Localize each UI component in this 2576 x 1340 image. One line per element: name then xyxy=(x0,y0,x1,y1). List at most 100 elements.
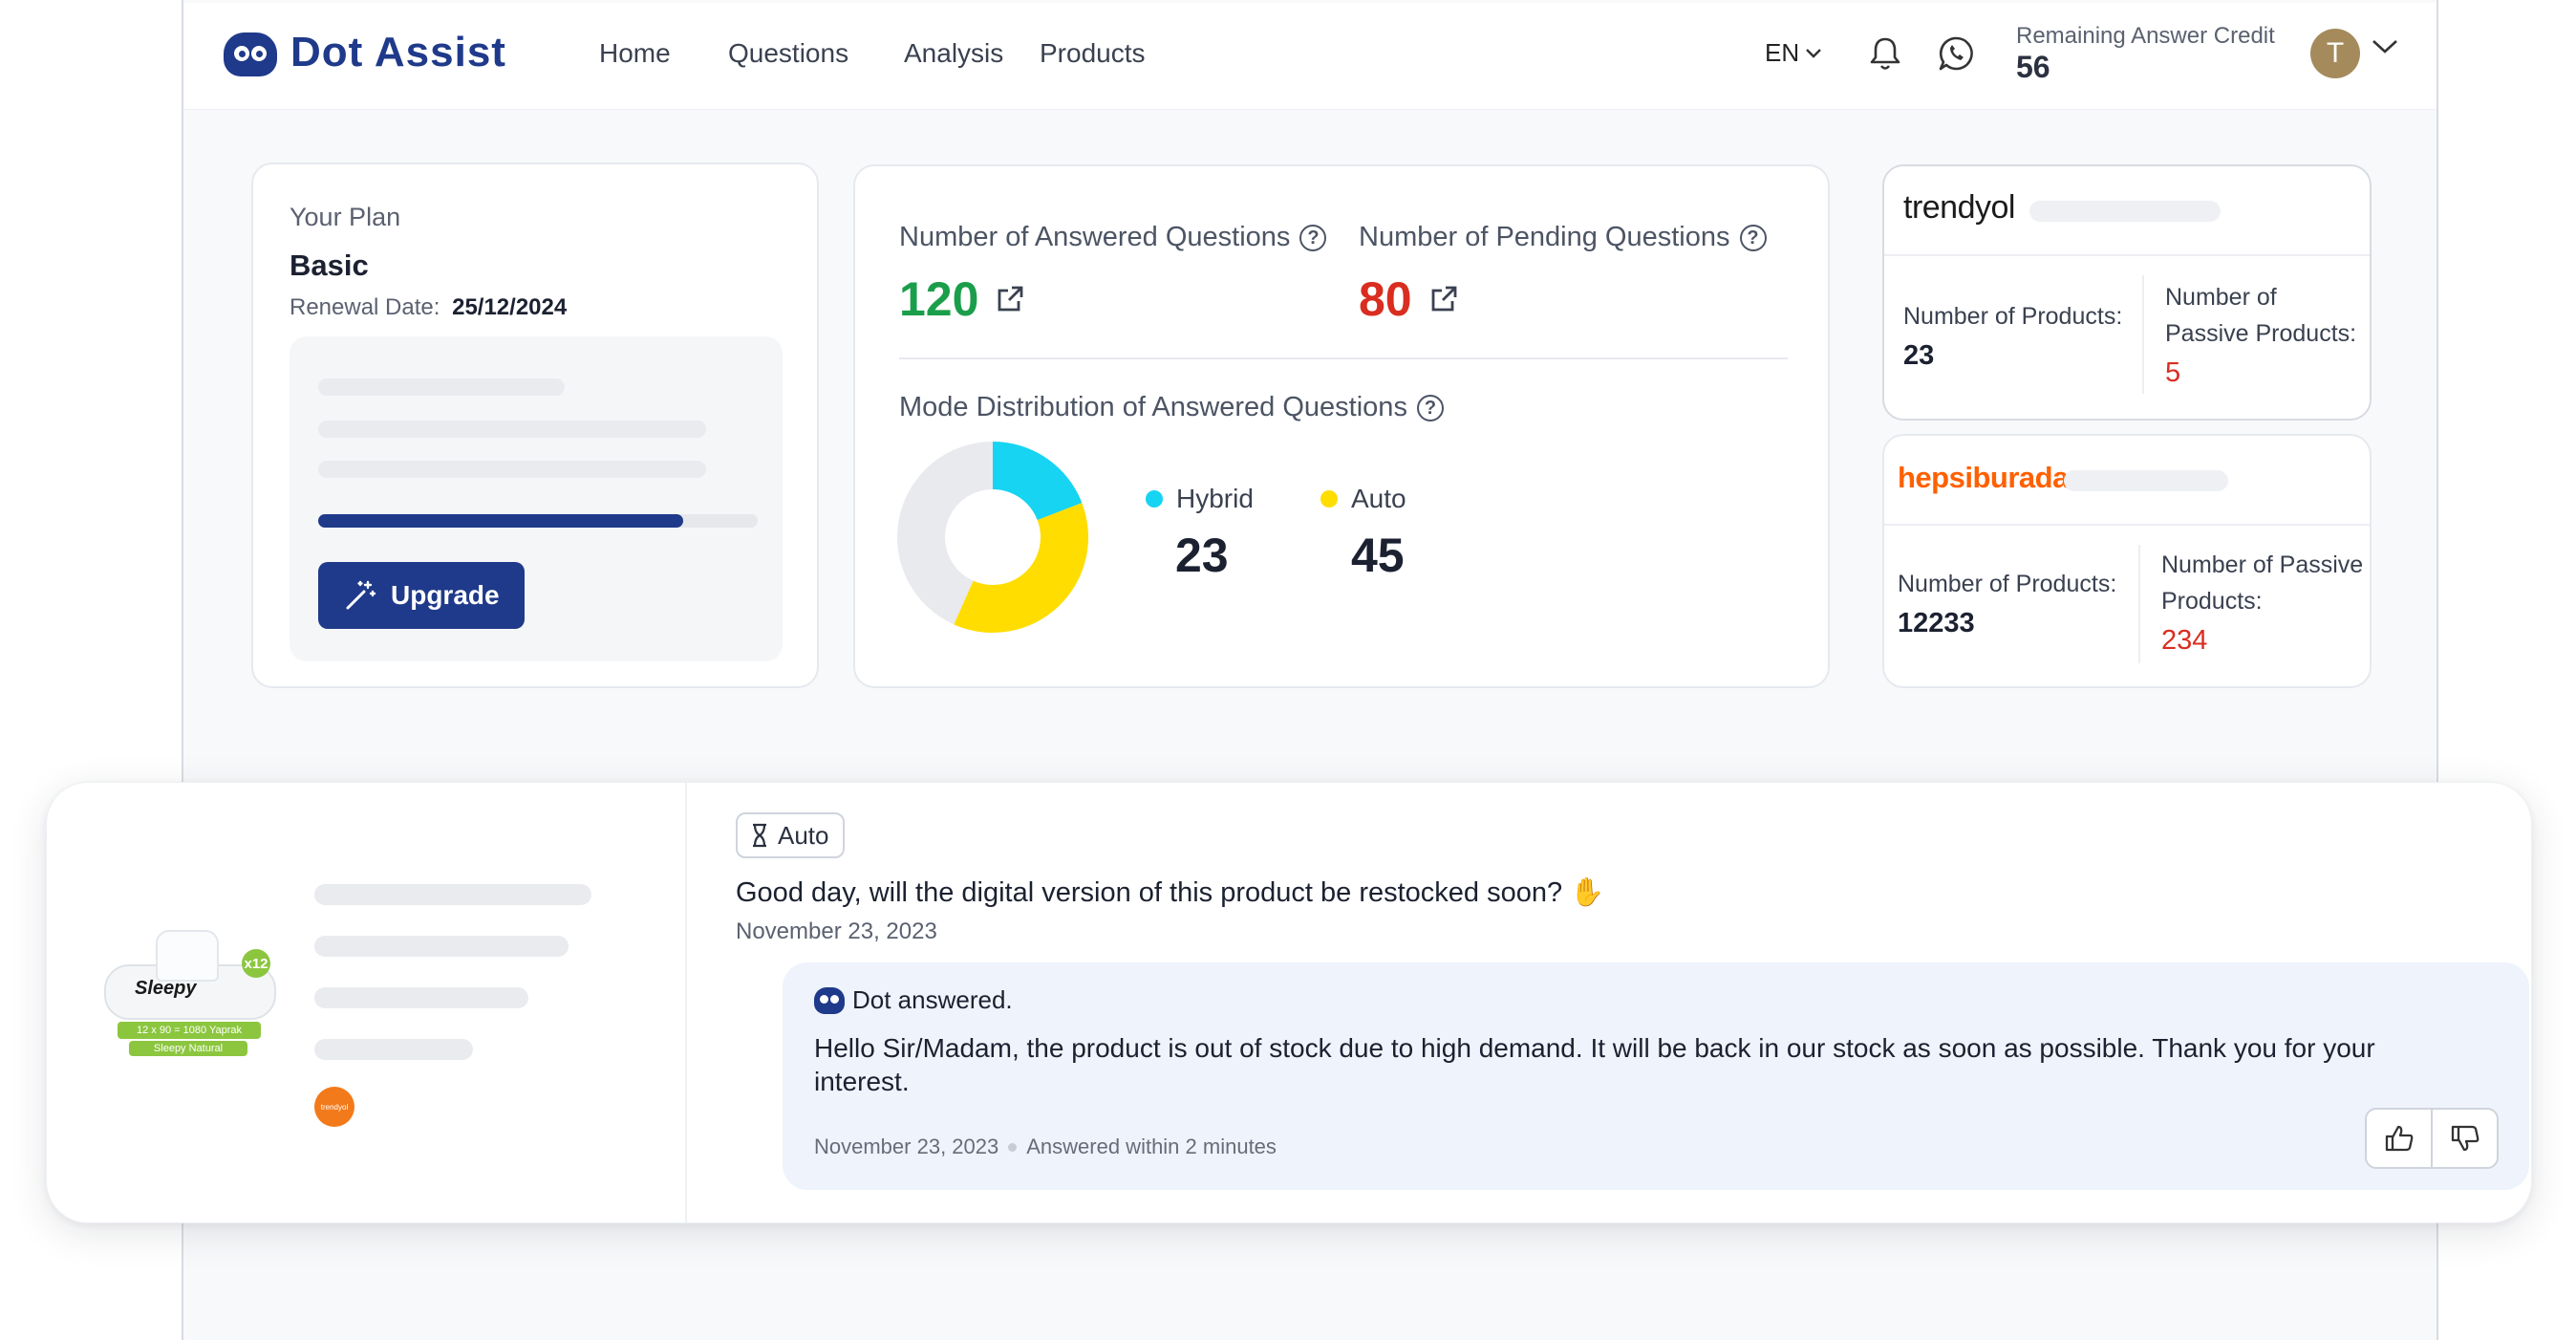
product-brand: Sleepy xyxy=(135,978,197,999)
skeleton-line xyxy=(314,1039,473,1060)
magic-wand-icon xyxy=(346,580,376,610)
divider xyxy=(899,357,1788,359)
top-navigation-bar xyxy=(183,3,2436,110)
raised-hand-emoji: ✋ xyxy=(1570,877,1605,908)
marketplace-card-trendyol[interactable]: trendyol Number of Products: 23 Number o… xyxy=(1882,164,2372,421)
passive-products-value: 234 xyxy=(2161,625,2208,656)
chevron-down-icon xyxy=(1806,48,1821,58)
trendyol-logo: trendyol xyxy=(1903,189,2015,226)
skeleton-line xyxy=(314,987,528,1008)
external-link-icon[interactable] xyxy=(996,285,1024,313)
answer-author-label: Dot answered. xyxy=(852,985,1013,1014)
thumbs-up-icon[interactable] xyxy=(2367,1110,2433,1167)
products-value: 12233 xyxy=(1898,608,1975,638)
products-label: Number of Products: xyxy=(1903,303,2123,330)
legend-dot-hybrid xyxy=(1146,490,1163,508)
bell-icon[interactable] xyxy=(1864,32,1906,75)
help-circle-icon[interactable]: ? xyxy=(1416,395,1444,422)
answer-date: November 23, 2023 xyxy=(814,1135,999,1158)
nav-products[interactable]: Products xyxy=(1040,38,1146,68)
nav-home[interactable]: Home xyxy=(599,38,671,68)
question-text: Good day, will the digital version of th… xyxy=(736,877,1563,908)
skeleton-line xyxy=(318,461,706,478)
answer-text: Hello Sir/Madam, the product is out of s… xyxy=(814,1033,2375,1096)
passive-products-label: Number of Passive Products: xyxy=(2165,284,2357,347)
donut-segment-remainder xyxy=(897,442,993,625)
skeleton-line xyxy=(2029,201,2221,222)
answer-meta: November 23, 2023 Answered within 2 minu… xyxy=(814,1135,1277,1159)
renewal-label: Renewal Date: xyxy=(290,294,440,320)
language-selector[interactable]: EN xyxy=(1765,38,1822,68)
product-image: Sleepy x12 12 x 90 = 1080 Yaprak Sleepy … xyxy=(97,926,278,1079)
passive-products-label: Number of Passive Products: xyxy=(2161,551,2364,615)
help-circle-icon[interactable]: ? xyxy=(1739,225,1767,252)
question-row: Good day, will the digital version of th… xyxy=(736,876,1604,909)
legend-hybrid: Hybrid xyxy=(1146,484,1254,514)
chevron-down-icon[interactable] xyxy=(2372,38,2398,60)
usage-progress-track xyxy=(318,514,758,528)
help-circle-icon[interactable]: ? xyxy=(1299,225,1327,252)
answer-author-row: Dot answered. xyxy=(814,985,1013,1015)
answered-value-row: 120 xyxy=(899,271,1024,327)
store-badge-trendyol: trendyol xyxy=(314,1087,354,1127)
mode-badge: Auto xyxy=(736,812,845,858)
products-label: Number of Products: xyxy=(1898,571,2117,597)
usage-progress-fill xyxy=(318,514,683,528)
mode-distribution-donut xyxy=(897,442,1088,633)
brand-name[interactable]: Dot Assist xyxy=(290,29,506,76)
mode-badge-label: Auto xyxy=(778,820,829,850)
nav-questions[interactable]: Questions xyxy=(728,38,849,68)
pack-count-badge: x12 xyxy=(242,949,270,978)
question-card: Sleepy x12 12 x 90 = 1080 Yaprak Sleepy … xyxy=(46,782,2532,1223)
skeleton-line xyxy=(318,421,706,438)
products-value: 23 xyxy=(1903,340,1935,371)
feedback-buttons xyxy=(2365,1108,2499,1169)
legend-hybrid-label: Hybrid xyxy=(1176,484,1254,513)
plan-usage-panel: Upgrade xyxy=(290,336,783,661)
credit-label: Remaining Answer Credit xyxy=(2016,23,2275,49)
auto-value: 45 xyxy=(1351,529,1405,582)
meta-separator xyxy=(1008,1142,1018,1152)
plan-heading: Your Plan xyxy=(290,203,401,231)
upgrade-button[interactable]: Upgrade xyxy=(318,562,525,629)
plan-card: Your Plan Basic Renewal Date: 25/12/2024… xyxy=(251,162,819,688)
hourglass-icon xyxy=(753,823,766,848)
renewal-date: 25/12/2024 xyxy=(452,294,568,320)
marketplace-card-hepsiburada[interactable]: hepsiburada Number of Products: 12233 Nu… xyxy=(1882,434,2372,688)
wipe-sheet xyxy=(156,930,219,982)
answer-box: Dot answered. Hello Sir/Madam, the produ… xyxy=(783,962,2529,1190)
answered-questions-label: Number of Answered Questions xyxy=(899,222,1291,252)
nav-analysis[interactable]: Analysis xyxy=(904,38,1004,68)
pending-value-row: 80 xyxy=(1359,271,1458,327)
skeleton-line xyxy=(314,884,591,905)
avatar-initial: T xyxy=(2326,37,2345,69)
legend-auto-label: Auto xyxy=(1351,484,1406,513)
external-link-icon[interactable] xyxy=(1429,285,1458,313)
user-avatar[interactable]: T xyxy=(2310,29,2360,78)
pending-questions-label: Number of Pending Questions xyxy=(1359,222,1730,252)
hepsiburada-logo: hepsiburada xyxy=(1898,461,2069,494)
pack-info-label: 12 x 90 = 1080 Yaprak xyxy=(118,1022,261,1039)
hybrid-value: 23 xyxy=(1175,529,1229,582)
whatsapp-icon[interactable] xyxy=(1935,32,1977,75)
divider xyxy=(2138,545,2140,663)
answered-questions-value: 120 xyxy=(899,272,979,326)
mode-distribution-label-row: Mode Distribution of Answered Questions? xyxy=(899,392,1444,423)
product-variant-label: Sleepy Natural xyxy=(129,1041,247,1056)
renewal-row: Renewal Date: 25/12/2024 xyxy=(290,294,567,321)
mode-distribution-label: Mode Distribution of Answered Questions xyxy=(899,392,1407,422)
legend-auto: Auto xyxy=(1320,484,1406,514)
upgrade-label: Upgrade xyxy=(391,580,500,610)
legend-dot-auto xyxy=(1320,490,1338,508)
question-date: November 23, 2023 xyxy=(736,919,937,944)
donut-segment-auto xyxy=(954,503,1088,633)
answered-questions-label-row: Number of Answered Questions? xyxy=(899,222,1327,253)
skeleton-line xyxy=(2064,470,2228,491)
logo-icon[interactable] xyxy=(224,32,277,76)
thumbs-down-icon[interactable] xyxy=(2433,1110,2497,1167)
answer-response-time: Answered within 2 minutes xyxy=(1026,1135,1277,1158)
dot-avatar-icon xyxy=(814,986,845,1014)
passive-products-value: 5 xyxy=(2165,357,2181,388)
donut-segment-hybrid xyxy=(993,442,1083,521)
pending-questions-value: 80 xyxy=(1359,272,1412,326)
